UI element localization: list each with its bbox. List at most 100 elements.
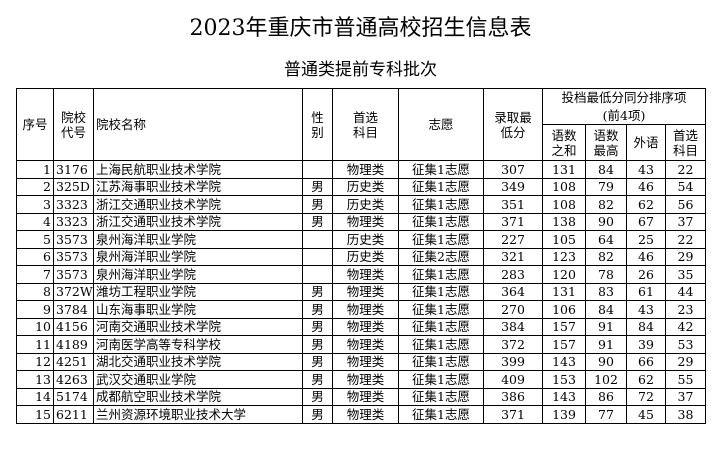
table-cell: 44: [664, 282, 707, 301]
table-cell: 征集1志愿: [398, 370, 484, 389]
table-cell: 物理类: [332, 405, 399, 424]
table-cell: 征集1志愿: [398, 405, 484, 424]
table-cell: 91: [585, 335, 627, 354]
table-cell: 历史类: [332, 195, 399, 214]
table-cell: 4251: [53, 352, 94, 371]
table-cell: 120: [542, 265, 586, 284]
table-cell: 浙江交通职业技术学院: [93, 212, 303, 231]
table-cell: 4: [16, 212, 54, 231]
table-cell: 物理类: [332, 212, 399, 231]
table-row: 5 3573 泉州海洋职业学院 历史类 征集1志愿 227 105 64 25 22: [16, 230, 707, 249]
table-cell: 征集1志愿: [398, 212, 484, 231]
table-cell: 26: [626, 265, 666, 284]
table-cell: 2: [16, 177, 54, 196]
table-cell: 371: [483, 212, 543, 231]
table-cell: 61: [626, 282, 666, 301]
table-cell: 征集1志愿: [398, 230, 484, 249]
table-cell: 河南交通职业技术学院: [93, 317, 303, 336]
table-cell: 157: [542, 317, 586, 336]
table-cell: 物理类: [332, 387, 399, 406]
table-cell: 82: [585, 247, 627, 266]
table-cell: 349: [483, 177, 543, 196]
column-header: 性别: [302, 88, 333, 161]
table-row: 9 3784 山东海事职业学院男物理类 征集1志愿 270 106 84 43 23: [16, 300, 707, 319]
column-header: 首选科目: [332, 88, 399, 161]
table-cell: 泉州海洋职业学院: [93, 265, 303, 284]
table-row: 13 4263 武汉交通职业学院男物理类 征集1志愿 409 153 102 62 55: [16, 370, 707, 389]
table-cell: 3: [16, 195, 54, 214]
table-cell: 90: [585, 352, 627, 371]
table-cell: 106: [542, 300, 586, 319]
table-cell: 22: [664, 230, 707, 249]
table-cell: 5: [16, 230, 54, 249]
table-cell: 55: [664, 370, 707, 389]
sub-header: 语数最高: [585, 124, 627, 161]
table-cell: 108: [542, 195, 586, 214]
table-cell: 4263: [53, 370, 94, 389]
table-cell: 62: [626, 370, 666, 389]
table-cell: 56: [664, 195, 707, 214]
table-cell: 5174: [53, 387, 94, 406]
table-cell: 成都航空职业技术学院: [93, 387, 303, 406]
table-cell: 102: [585, 370, 627, 389]
table-cell: 4189: [53, 335, 94, 354]
table-cell: 372: [483, 335, 543, 354]
table-row: 11 4189 河南医学高等专科学校男物理类 征集1志愿 372 157 91 39 53: [16, 335, 707, 354]
table-cell: [302, 160, 333, 179]
table-cell: 325D: [53, 177, 94, 196]
table-cell: 78: [585, 265, 627, 284]
table-cell: 征集1志愿: [398, 160, 484, 179]
table-cell: 9: [16, 300, 54, 319]
table-row: 7 3573 泉州海洋职业学院 物理类 征集1志愿 283 120 78 26 35: [16, 265, 707, 284]
table-row: 4 3323 浙江交通职业技术学院男物理类 征集1志愿 371 138 90 67 37: [16, 212, 707, 231]
table-cell: 征集1志愿: [398, 195, 484, 214]
table-cell: 364: [483, 282, 543, 301]
table-cell: 384: [483, 317, 543, 336]
table-cell: 兰州资源环境职业技术大学: [93, 405, 303, 424]
table-cell: 泉州海洋职业学院: [93, 247, 303, 266]
table-cell: 物理类: [332, 317, 399, 336]
table-cell: 6: [16, 247, 54, 266]
table-cell: 37: [664, 387, 707, 406]
table-cell: 72: [626, 387, 666, 406]
table-cell: 武汉交通职业学院: [93, 370, 303, 389]
table-cell: 物理类: [332, 282, 399, 301]
table-cell: 8: [16, 282, 54, 301]
table-cell: 105: [542, 230, 586, 249]
table-cell: 227: [483, 230, 543, 249]
table-cell: 3573: [53, 265, 94, 284]
table-cell: 男: [302, 352, 333, 371]
table-cell: 3784: [53, 300, 94, 319]
table-cell: 83: [585, 282, 627, 301]
table-cell: 64: [585, 230, 627, 249]
table-cell: 征集1志愿: [398, 300, 484, 319]
table-cell: 3176: [53, 160, 94, 179]
column-header: 院校代号: [53, 88, 94, 161]
table-cell: 4156: [53, 317, 94, 336]
table-cell: 372W: [53, 282, 94, 301]
table-cell: 物理类: [332, 335, 399, 354]
table-row: 14 5174 成都航空职业技术学院男物理类 征集1志愿 386 143 86 72 37: [16, 387, 707, 406]
table-cell: 131: [542, 282, 586, 301]
table-cell: 29: [664, 247, 707, 266]
table-cell: 男: [302, 177, 333, 196]
table-cell: [302, 247, 333, 266]
table-cell: 泉州海洋职业学院: [93, 230, 303, 249]
table-cell: 物理类: [332, 352, 399, 371]
table-cell: 男: [302, 335, 333, 354]
table-cell: 157: [542, 335, 586, 354]
group-note: (前4项): [541, 106, 707, 125]
table-cell: 河南医学高等专科学校: [93, 335, 303, 354]
table-cell: 86: [585, 387, 627, 406]
table-row: 3 3323 浙江交通职业技术学院男历史类 征集1志愿 351 108 82 62 56: [16, 195, 707, 214]
table-cell: 6211: [53, 405, 94, 424]
table-cell: 14: [16, 387, 54, 406]
column-header: 录取最低分: [483, 88, 543, 161]
table-row: 6 3573 泉州海洋职业学院 历史类 征集2志愿 321 123 82 46 29: [16, 247, 707, 266]
table-row: 2 325D 江苏海事职业技术学院男历史类 征集1志愿 349 108 79 46 54: [16, 177, 707, 196]
table-cell: 409: [483, 370, 543, 389]
table-cell: 43: [626, 160, 666, 179]
table-cell: 7: [16, 265, 54, 284]
table-cell: 上海民航职业技术学院: [93, 160, 303, 179]
table-cell: 39: [626, 335, 666, 354]
